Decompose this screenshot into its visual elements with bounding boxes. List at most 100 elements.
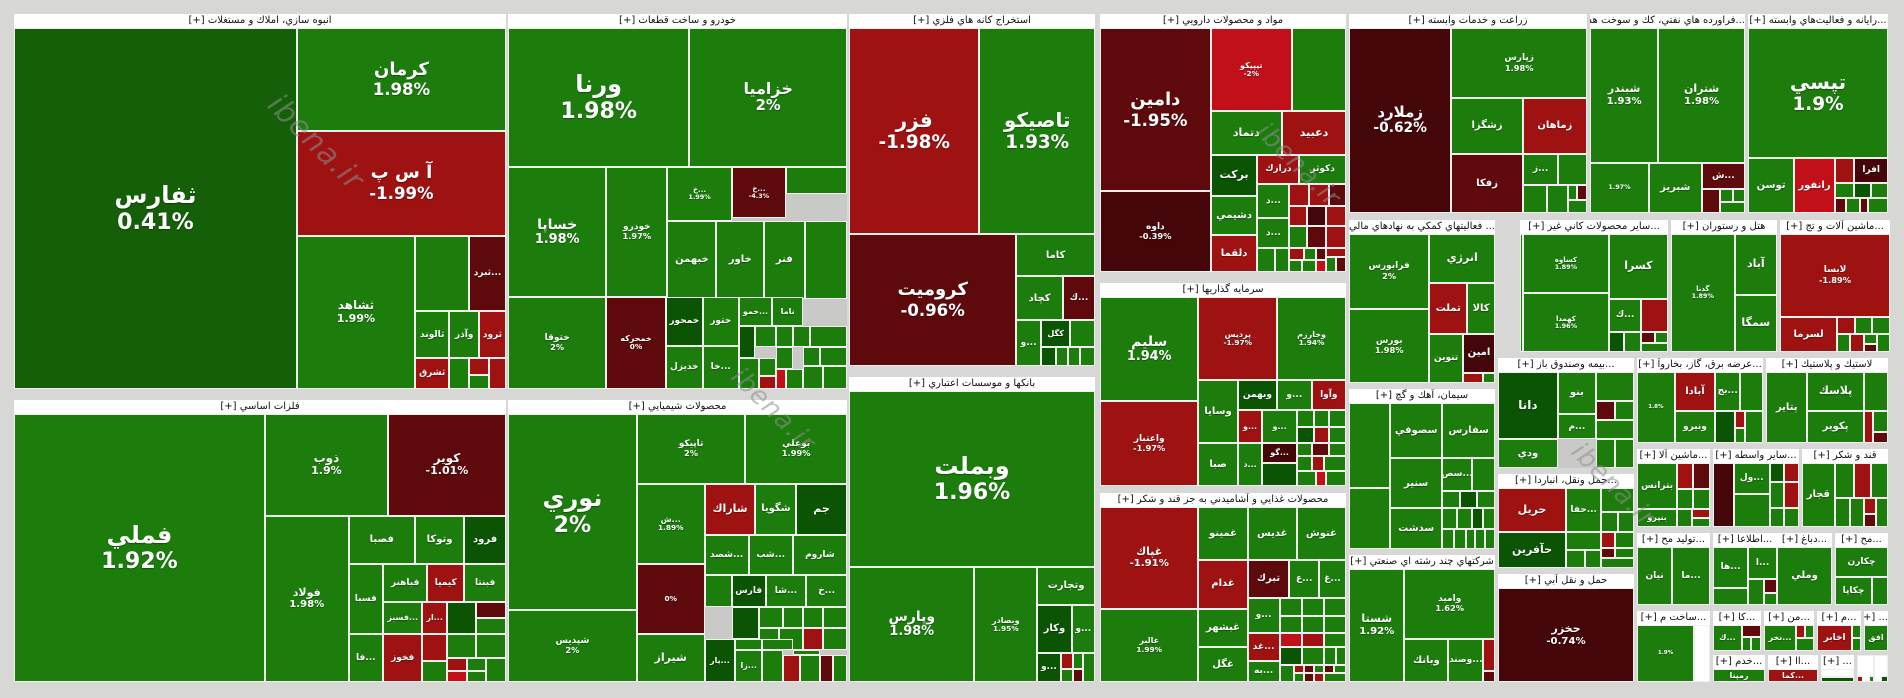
stock-tile[interactable]: گدنا 1.89% — [1671, 234, 1735, 352]
stock-tile[interactable] — [1585, 549, 1602, 568]
stock-tile[interactable]: خساپا 1.98% — [508, 166, 607, 297]
section-header-minerals-other[interactable]: ...ساير محصولات كاني غير [+] — [1520, 220, 1668, 234]
stock-tile[interactable]: تاپيكو 2% — [636, 414, 746, 484]
stock-tile[interactable]: ...و — [1237, 410, 1263, 443]
stock-tile[interactable]: ...ك — [1713, 625, 1742, 651]
stock-tile[interactable]: واعتبار -1.97% — [1100, 400, 1199, 486]
section-header-pharma[interactable]: مواد و محصولات دارويي [+] — [1100, 14, 1346, 28]
stock-tile[interactable] — [1837, 334, 1851, 352]
section-header-agriculture[interactable]: زراعت و خدمات وابسته [+] — [1349, 14, 1587, 28]
stock-tile[interactable]: خمحركه 0% — [606, 296, 666, 389]
stock-tile[interactable] — [758, 606, 783, 629]
stock-tile[interactable] — [802, 606, 824, 629]
stock-tile[interactable] — [1304, 664, 1314, 674]
section-header-leather[interactable]: ...دباغ [+] — [1777, 533, 1832, 547]
stock-tile[interactable] — [1296, 427, 1315, 443]
stock-tile[interactable]: دانا — [1498, 372, 1558, 440]
stock-tile[interactable] — [476, 633, 506, 658]
stock-tile[interactable] — [1641, 331, 1655, 343]
stock-tile[interactable]: 1.8% — [1637, 372, 1675, 443]
stock-tile[interactable] — [1296, 470, 1317, 486]
stock-tile[interactable]: دعبيد — [1282, 110, 1346, 155]
stock-tile[interactable]: ...خمو — [738, 296, 773, 326]
stock-tile[interactable]: توسن — [1748, 157, 1795, 213]
stock-tile[interactable] — [1296, 455, 1312, 471]
stock-tile[interactable]: جم — [796, 483, 847, 535]
stock-tile[interactable]: وبملت 1.96% — [849, 391, 1095, 568]
stock-tile[interactable]: آباد — [1734, 234, 1777, 296]
stock-tile[interactable] — [1601, 512, 1618, 532]
stock-tile[interactable]: لابسا -1.89% — [1780, 234, 1890, 317]
stock-tile[interactable]: وآوا — [1311, 380, 1346, 411]
stock-tile[interactable]: دامين -1.95% — [1100, 28, 1211, 192]
stock-tile[interactable] — [782, 655, 800, 682]
stock-tile[interactable] — [1740, 372, 1763, 412]
stock-tile[interactable]: رمپنا — [1713, 669, 1765, 682]
stock-tile[interactable]: تملت — [1429, 283, 1468, 334]
stock-tile[interactable] — [782, 606, 803, 629]
stock-tile[interactable]: ...و — [1016, 320, 1041, 366]
stock-tile[interactable]: كوير -1.01% — [387, 414, 506, 516]
stock-tile[interactable] — [1326, 257, 1337, 272]
stock-tile[interactable]: فبنتا — [464, 564, 506, 602]
stock-tile[interactable]: ...ثبرد — [469, 235, 506, 312]
stock-tile[interactable] — [799, 655, 820, 682]
section-header-metals[interactable]: فلزات اساسي [+] — [14, 400, 506, 414]
stock-tile[interactable] — [1783, 507, 1799, 527]
stock-tile[interactable]: ورنا 1.98% — [508, 28, 690, 167]
stock-tile[interactable] — [1691, 518, 1710, 527]
stock-tile[interactable] — [1871, 183, 1888, 199]
stock-tile[interactable] — [1745, 411, 1763, 443]
stock-tile[interactable] — [1769, 482, 1784, 508]
stock-tile[interactable]: ختوقا 2% — [508, 296, 607, 389]
stock-tile[interactable]: ختور — [702, 296, 739, 346]
stock-tile[interactable] — [823, 365, 847, 389]
section-header-financial-other[interactable]: ...ساير واسطه [+] — [1713, 449, 1799, 463]
stock-tile[interactable] — [1060, 652, 1073, 669]
stock-tile[interactable]: پلاسك — [1807, 372, 1864, 412]
stock-tile[interactable] — [1291, 28, 1346, 111]
stock-tile[interactable] — [1067, 347, 1081, 366]
stock-tile[interactable] — [1306, 225, 1327, 248]
stock-tile[interactable]: ...و — [1262, 410, 1297, 443]
stock-tile[interactable]: فسبا — [348, 564, 383, 634]
stock-tile[interactable] — [1881, 676, 1888, 682]
stock-tile[interactable] — [1641, 342, 1668, 352]
stock-tile[interactable] — [466, 671, 487, 682]
stock-tile[interactable]: غالبر 1.99% — [1100, 608, 1199, 682]
stock-tile[interactable] — [1567, 185, 1578, 201]
stock-tile[interactable] — [1863, 498, 1876, 515]
stock-tile[interactable] — [1863, 343, 1877, 352]
stock-tile[interactable] — [1852, 638, 1861, 651]
stock-tile[interactable]: فصبا — [348, 515, 415, 565]
stock-tile[interactable] — [1442, 528, 1455, 549]
stock-tile[interactable] — [1837, 316, 1855, 335]
stock-tile[interactable]: فخوز — [383, 633, 423, 682]
stock-tile[interactable] — [1623, 331, 1642, 352]
stock-tile[interactable] — [802, 628, 824, 650]
stock-tile[interactable] — [1336, 257, 1346, 272]
stock-tile[interactable]: ...ك — [1608, 298, 1642, 332]
stock-tile[interactable]: ...خا — [702, 345, 739, 389]
stock-tile[interactable] — [1875, 498, 1888, 527]
stock-tile[interactable]: بركت — [1210, 154, 1258, 197]
stock-tile[interactable] — [1870, 463, 1888, 499]
stock-tile[interactable] — [1311, 442, 1329, 456]
stock-tile[interactable] — [775, 369, 786, 389]
stock-tile[interactable] — [1853, 463, 1871, 499]
stock-tile[interactable]: فارس — [731, 574, 766, 607]
stock-tile[interactable] — [1314, 673, 1324, 682]
stock-tile[interactable] — [833, 655, 847, 682]
stock-tile[interactable]: شبريز — [1648, 163, 1702, 213]
stock-tile[interactable] — [1872, 316, 1890, 335]
stock-tile[interactable] — [1713, 587, 1749, 605]
stock-tile[interactable]: وبانك — [1404, 639, 1449, 682]
stock-tile[interactable]: كگل — [1040, 320, 1071, 348]
stock-tile[interactable]: ...م — [1557, 414, 1596, 440]
stock-tile[interactable] — [1442, 508, 1458, 529]
stock-tile[interactable] — [1869, 676, 1875, 682]
stock-tile[interactable] — [809, 325, 847, 348]
stock-tile[interactable] — [1294, 673, 1305, 682]
stock-tile[interactable] — [1289, 247, 1305, 260]
stock-tile[interactable] — [1783, 463, 1799, 483]
